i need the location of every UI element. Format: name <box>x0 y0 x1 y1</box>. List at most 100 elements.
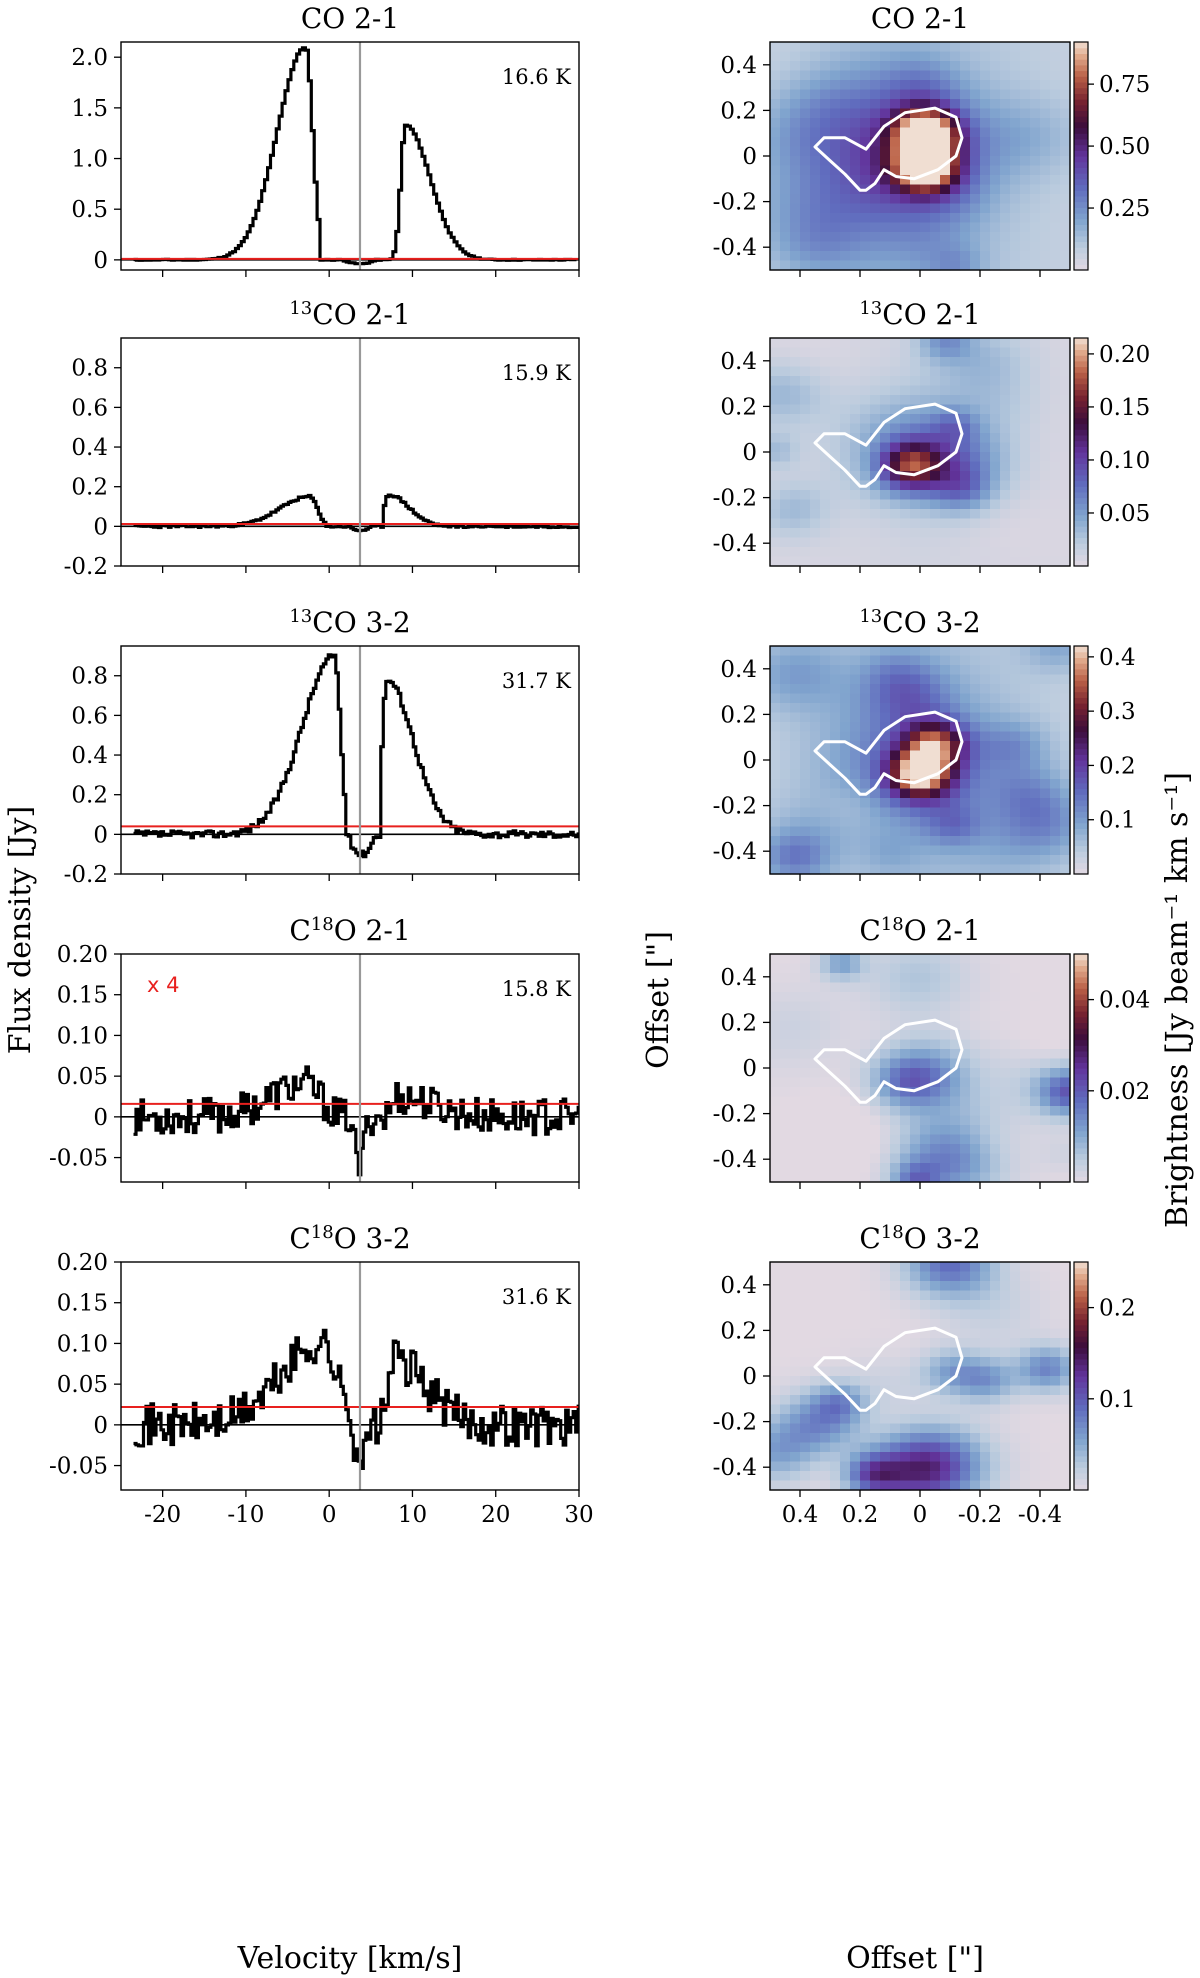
map-pixel <box>930 452 941 463</box>
map-pixel <box>770 1338 781 1349</box>
map-pixel <box>870 1452 881 1463</box>
map-pixel <box>790 992 801 1003</box>
map-pixel <box>900 461 911 472</box>
map-pixel <box>1010 1153 1021 1164</box>
map-pixel <box>830 423 841 434</box>
map-pixel <box>1010 165 1021 176</box>
map-pixel <box>1030 127 1041 138</box>
map-pixel <box>990 213 1001 224</box>
map-pixel <box>850 693 861 704</box>
map-pixel <box>1040 509 1051 520</box>
map-pixel <box>960 769 971 780</box>
map-pixel <box>950 1077 961 1088</box>
map-pixel <box>850 1404 861 1415</box>
map-pixel <box>900 1153 911 1164</box>
map-pixel <box>1050 547 1061 558</box>
map-pixel <box>810 528 821 539</box>
map-pixel <box>880 731 891 742</box>
map-pixel <box>940 1338 951 1349</box>
map-pixel <box>790 509 801 520</box>
map-pixel <box>930 693 941 704</box>
map-pixel <box>910 1480 921 1491</box>
colorbar-segment <box>1074 1381 1088 1388</box>
map-pixel <box>820 674 831 685</box>
map-pixel <box>770 184 781 195</box>
panel-title: 13CO 2-1 <box>289 298 410 332</box>
map-pixel <box>810 992 821 1003</box>
plot-area <box>121 646 579 874</box>
map-pixel <box>1010 1300 1021 1311</box>
map-pixel <box>860 556 871 567</box>
map-pixel <box>1000 963 1011 974</box>
map-pixel <box>970 963 981 974</box>
map-pixel <box>1010 731 1021 742</box>
map-pixel <box>970 769 981 780</box>
map-pixel <box>980 1338 991 1349</box>
colorbar-segment <box>1074 395 1088 402</box>
map-pixel <box>1010 655 1021 666</box>
map-pixel <box>970 826 981 837</box>
map-pixel <box>960 1442 971 1453</box>
map-pixel <box>840 982 851 993</box>
map-pixel <box>830 1328 841 1339</box>
map-pixel <box>870 1319 881 1330</box>
map-pixel <box>980 51 991 62</box>
map-pixel <box>770 1134 781 1145</box>
map-pixel <box>990 222 1001 233</box>
map-pixel <box>930 1020 941 1031</box>
map-pixel <box>780 826 791 837</box>
map-pixel <box>1020 1328 1031 1339</box>
map-pixel <box>920 1300 931 1311</box>
map-pixel <box>1020 251 1031 262</box>
map-pixel <box>1030 471 1041 482</box>
map-pixel <box>970 404 981 415</box>
map-pixel <box>780 1030 791 1041</box>
map-pixel <box>1020 655 1031 666</box>
map-pixel <box>920 864 931 875</box>
map-pixel <box>800 395 811 406</box>
map-pixel <box>830 184 841 195</box>
map-pixel <box>880 423 891 434</box>
map-pixel <box>810 684 821 695</box>
map-pixel <box>1020 471 1031 482</box>
map-pixel <box>910 1049 921 1060</box>
map-pixel <box>1060 1328 1071 1339</box>
map-pixel <box>840 674 851 685</box>
map-pixel <box>820 1300 831 1311</box>
map-pixel <box>960 731 971 742</box>
map-pixel <box>850 395 861 406</box>
map-pixel <box>980 1163 991 1174</box>
map-pixel <box>970 42 981 53</box>
map-pixel <box>800 414 811 425</box>
map-pixel <box>1030 184 1041 195</box>
y-tick-label: 0.2 <box>71 475 108 501</box>
map-pixel <box>970 817 981 828</box>
colorbar-segment <box>1074 748 1088 755</box>
map-pixel <box>810 203 821 214</box>
map-pixel <box>1010 1414 1021 1425</box>
map-pixel <box>860 127 871 138</box>
map-pixel <box>770 338 781 349</box>
map-pixel <box>850 973 861 984</box>
map-pixel <box>800 646 811 657</box>
map-pixel <box>880 788 891 799</box>
colorbar-segment <box>1074 520 1088 527</box>
colorbar-segment <box>1074 959 1088 966</box>
map-pixel <box>990 118 1001 129</box>
map-pixel <box>930 1134 941 1145</box>
map-pixel <box>990 452 1001 463</box>
map-pixel <box>920 1020 931 1031</box>
colorbar-segment <box>1074 486 1088 493</box>
map-pixel <box>1010 646 1021 657</box>
y-tick-label: 0 <box>93 1413 108 1439</box>
map-pixel <box>1050 1357 1061 1368</box>
map-pixel <box>800 807 811 818</box>
colorbar-segment <box>1074 190 1088 197</box>
map-pixel <box>830 1077 841 1088</box>
map-pixel <box>1040 1480 1051 1491</box>
map-pixel <box>900 1338 911 1349</box>
map-pixel <box>930 750 941 761</box>
map-pixel <box>970 1376 981 1387</box>
map-pixel <box>920 203 931 214</box>
map-pixel <box>950 433 961 444</box>
